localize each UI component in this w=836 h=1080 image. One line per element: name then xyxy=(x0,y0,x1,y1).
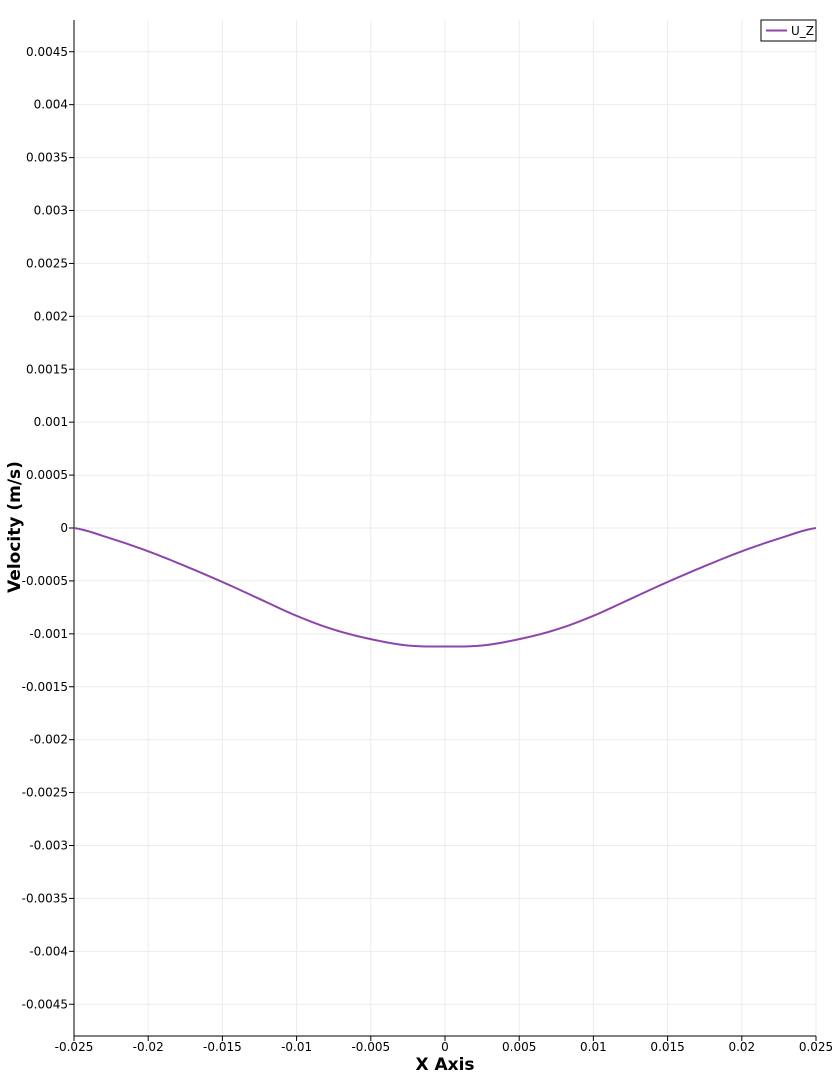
x-tick-label: 0.015 xyxy=(650,1040,684,1054)
y-tick-label: 0.0025 xyxy=(26,256,68,270)
y-tick-label: 0.002 xyxy=(34,309,68,323)
y-tick-label: -0.002 xyxy=(29,733,68,747)
y-tick-label: -0.004 xyxy=(29,944,68,958)
y-tick-label: 0.0035 xyxy=(26,151,68,165)
x-tick-label: -0.01 xyxy=(281,1040,312,1054)
y-tick-label: -0.0025 xyxy=(22,786,68,800)
y-tick-label: -0.0035 xyxy=(22,891,68,905)
y-tick-label: 0.0005 xyxy=(26,468,68,482)
y-tick-label: 0.001 xyxy=(34,415,68,429)
legend: U_Z xyxy=(761,20,816,41)
y-tick-label: 0.0045 xyxy=(26,45,68,59)
y-tick-label: 0 xyxy=(60,521,68,535)
x-tick-label: -0.015 xyxy=(203,1040,242,1054)
x-tick-label: 0.01 xyxy=(580,1040,607,1054)
x-tick-label: 0 xyxy=(441,1040,449,1054)
x-tick-label: -0.005 xyxy=(351,1040,390,1054)
y-tick-label: -0.003 xyxy=(29,839,68,853)
x-tick-label: 0.005 xyxy=(502,1040,536,1054)
y-tick-label: -0.001 xyxy=(29,627,68,641)
y-axis-title: Velocity (m/s) xyxy=(5,461,25,593)
y-tick-label: -0.0045 xyxy=(22,997,68,1011)
x-axis-title: X Axis xyxy=(415,1055,474,1075)
x-tick-label: 0.025 xyxy=(799,1040,833,1054)
y-tick-label: 0.0015 xyxy=(26,362,68,376)
x-tick-label: 0.02 xyxy=(728,1040,755,1054)
y-tick-label: 0.003 xyxy=(34,204,68,218)
x-tick-label: -0.025 xyxy=(55,1040,94,1054)
y-tick-label: 0.004 xyxy=(34,98,68,112)
y-tick-label: -0.0015 xyxy=(22,680,68,694)
legend-label: U_Z xyxy=(791,24,814,38)
x-tick-label: -0.02 xyxy=(133,1040,164,1054)
y-tick-label: -0.0005 xyxy=(22,574,68,588)
